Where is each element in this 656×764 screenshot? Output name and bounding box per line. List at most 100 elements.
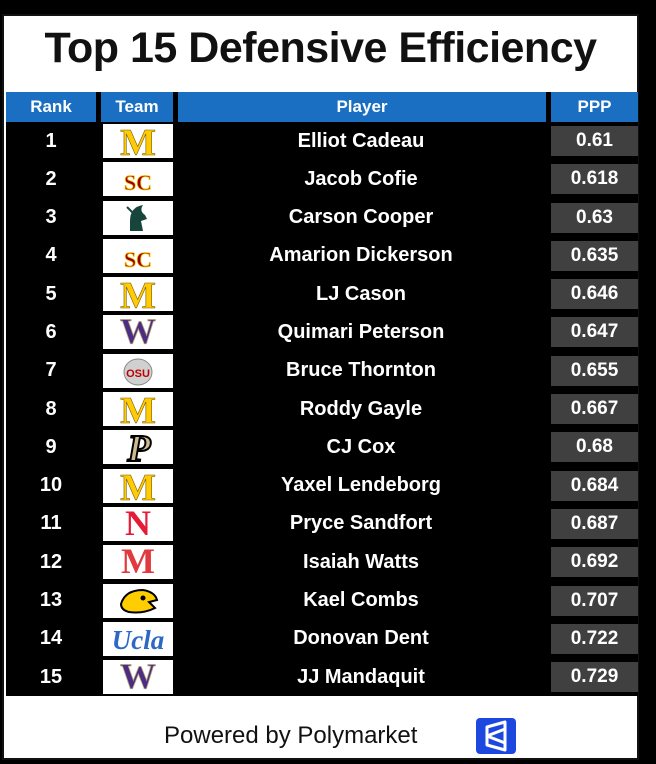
player-name: Elliot Cadeau (297, 129, 425, 152)
table-row: 2 SC Jacob Cofie 0.618 (6, 160, 638, 198)
svg-text:M: M (121, 545, 155, 579)
rank-cell: 12 (39, 550, 63, 573)
table-row: 6 W Quimari Peterson 0.647 (6, 313, 638, 351)
ppp-value: 0.61 (551, 126, 638, 156)
player-name: Carson Cooper (288, 206, 434, 229)
rank-cell: 13 (39, 589, 63, 612)
rank-cell: 11 (40, 512, 62, 535)
ppp-value: 0.684 (551, 470, 638, 501)
michigan-block-m-icon: M (103, 124, 173, 158)
iowa-hawkeye-icon (103, 583, 173, 618)
rank-cell: 6 (45, 320, 57, 343)
polymarket-logo-icon (476, 718, 516, 754)
player-name: LJ Cason (315, 282, 407, 305)
maryland-m-icon: M (103, 545, 173, 580)
page-title: Top 15 Defensive Efficiency (44, 24, 597, 72)
powered-by-text: Powered by Polymarket (164, 722, 418, 749)
ppp-value: 0.68 (551, 432, 638, 463)
table-row: 9 P CJ Cox 0.68 (6, 428, 638, 466)
svg-text:M: M (120, 124, 156, 158)
ppp-value: 0.729 (551, 662, 638, 693)
svg-text:M: M (120, 392, 156, 426)
ppp-value: 0.692 (551, 547, 638, 578)
header-team: Team (101, 92, 173, 122)
player-name: CJ Cox (326, 435, 396, 458)
header-player: Player (178, 92, 546, 122)
table-header: Rank Team Player PPP (6, 92, 638, 122)
rank-cell: 3 (45, 206, 57, 229)
table-row: 11 N Pryce Sandfort 0.687 (6, 505, 638, 543)
ppp-value: 0.646 (551, 279, 638, 310)
player-name: Quimari Peterson (277, 320, 445, 343)
svg-text:P: P (126, 430, 151, 464)
table-body: 1 M Elliot Cadeau 0.61 2 SC Jacob Cofie 0.618 3 C… (6, 122, 638, 696)
ppp-value: 0.647 (551, 317, 638, 348)
table-row: 14 Ucla Donovan Dent 0.722 (6, 620, 638, 658)
usc-sc-icon: SC (103, 238, 173, 273)
leaderboard-card: Top 15 Defensive Efficiency Rank Team Pl… (2, 14, 639, 760)
svg-text:SC: SC (124, 247, 152, 272)
nebraska-n-icon: N (103, 506, 173, 541)
player-name: Pryce Sandfort (289, 512, 433, 535)
rank-cell: 7 (45, 359, 57, 382)
svg-text:N: N (125, 507, 151, 541)
michigan-block-m-icon: M (103, 392, 173, 427)
michigan-state-spartan-icon (103, 200, 173, 235)
svg-text:W: W (120, 660, 156, 694)
table-row: 10 M Yaxel Lendeborg 0.684 (6, 467, 638, 505)
rank-cell: 10 (39, 474, 63, 497)
svg-text:W: W (120, 315, 156, 349)
svg-text:M: M (120, 469, 156, 503)
player-name: Amarion Dickerson (269, 244, 453, 267)
player-name: Yaxel Lendeborg (280, 474, 442, 497)
ppp-value: 0.635 (551, 240, 638, 271)
ppp-value: 0.667 (551, 394, 638, 425)
michigan-block-m-icon: M (103, 277, 173, 312)
player-name: Kael Combs (303, 589, 419, 612)
svg-text:M: M (120, 277, 156, 311)
table-row: 7 OSU Bruce Thornton 0.655 (6, 352, 638, 390)
svg-text:SC: SC (124, 170, 152, 195)
purdue-p-icon: P (103, 430, 173, 465)
table-row: 5 M LJ Cason 0.646 (6, 275, 638, 313)
leaderboard-table: Rank Team Player PPP 1 M Elliot Cadeau 0.61… (6, 92, 638, 697)
rank-cell: 4 (45, 244, 57, 267)
rank-cell: 14 (39, 627, 63, 650)
ppp-value: 0.63 (551, 202, 638, 233)
table-row: 12 M Isaiah Watts 0.692 (6, 543, 638, 581)
player-name: Roddy Gayle (299, 397, 423, 420)
table-row: 1 M Elliot Cadeau 0.61 (6, 122, 638, 160)
rank-cell: 15 (39, 665, 63, 688)
table-row: 8 M Roddy Gayle 0.667 (6, 390, 638, 428)
usc-sc-icon: SC (103, 162, 173, 197)
ppp-value: 0.687 (551, 508, 638, 539)
table-row: 13 Kael Combs 0.707 (6, 582, 638, 620)
washington-w-icon: W (103, 660, 173, 695)
player-name: Isaiah Watts (303, 550, 419, 573)
player-name: Jacob Cofie (304, 167, 418, 190)
table-row: 4 SC Amarion Dickerson 0.635 (6, 237, 638, 275)
rank-cell: 1 (45, 129, 57, 152)
rank-cell: 5 (45, 282, 57, 305)
rank-cell: 2 (45, 167, 57, 190)
table-row: 15 W JJ Mandaquit 0.729 (6, 658, 638, 696)
player-name: Donovan Dent (293, 627, 429, 650)
header-ppp: PPP (551, 92, 638, 122)
ohio-state-icon: OSU (103, 353, 173, 388)
rank-cell: 9 (45, 435, 57, 458)
ppp-value: 0.707 (551, 585, 638, 616)
michigan-block-m-icon: M (103, 468, 173, 503)
svg-text:Ucla: Ucla (112, 625, 164, 655)
ppp-value: 0.722 (551, 623, 638, 654)
header-rank: Rank (6, 92, 96, 122)
ppp-value: 0.618 (551, 164, 638, 195)
footer: Powered by Polymarket (4, 712, 637, 758)
washington-w-icon: W (103, 315, 173, 350)
rank-cell: 8 (45, 397, 57, 420)
table-row: 3 Carson Cooper 0.63 (6, 199, 638, 237)
player-name: JJ Mandaquit (297, 665, 425, 688)
player-name: Bruce Thornton (286, 359, 436, 382)
ppp-value: 0.655 (551, 355, 638, 386)
ucla-script-icon: Ucla (103, 621, 173, 656)
